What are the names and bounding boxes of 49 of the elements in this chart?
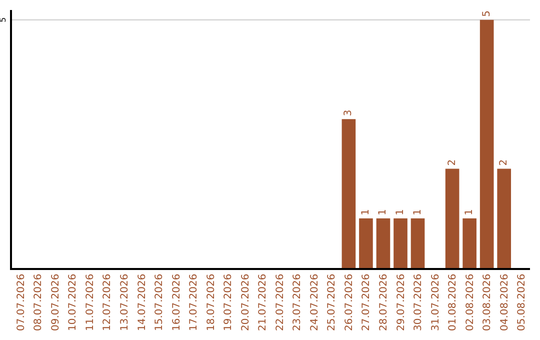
x-tick-label: 14.07.2026: [136, 274, 148, 332]
x-tick-label: 23.07.2026: [292, 274, 304, 332]
data-label: 1: [464, 209, 476, 216]
bar: [445, 168, 460, 268]
x-tick-label: 12.07.2026: [102, 274, 114, 332]
x-tick-label: 15.07.2026: [154, 274, 166, 332]
x-tick-label: 20.07.2026: [240, 274, 252, 332]
bar: [497, 168, 512, 268]
data-label: 1: [412, 209, 424, 216]
x-tick-label: 31.07.2026: [430, 274, 442, 332]
x-tick-label: 24.07.2026: [309, 274, 320, 332]
bar: [359, 218, 373, 268]
x-tick-label: 22.07.2026: [274, 274, 286, 332]
bar: [410, 218, 425, 268]
data-label: 3: [343, 110, 354, 116]
x-tick-label: 26.07.2026: [344, 274, 355, 332]
x-tick-label: 25.07.2026: [326, 274, 338, 332]
x-tick-label: 11.07.2026: [84, 274, 96, 332]
x-tick-label: 28.07.2026: [378, 274, 390, 332]
bar: [462, 218, 476, 268]
data-label: 1: [360, 209, 372, 216]
data-label: 2: [498, 159, 510, 166]
x-tick-label: 29.07.2026: [396, 274, 407, 332]
x-tick-label: 01.08.2026: [448, 274, 459, 332]
ref-line-label: 5: [0, 17, 8, 22]
x-tick-label: 04.08.2026: [499, 274, 510, 332]
x-tick-label: 07.07.2026: [16, 274, 27, 332]
x-tick-label: 05.08.2026: [516, 274, 528, 332]
x-tick-label: 16.07.2026: [171, 274, 182, 332]
x-tick-label: 13.07.2026: [119, 274, 130, 332]
bar: [394, 218, 408, 268]
data-label: 1: [395, 209, 406, 216]
x-tick-label: 08.07.2026: [33, 274, 44, 332]
x-tick-label: 03.08.2026: [482, 274, 494, 332]
x-tick-label: 18.07.2026: [206, 274, 217, 332]
x-tick-label: 10.07.2026: [68, 274, 79, 332]
data-label: 1: [378, 209, 389, 216]
x-tick-label: 19.07.2026: [223, 274, 234, 332]
bar: [376, 218, 390, 268]
x-tick-label: 17.07.2026: [188, 274, 200, 332]
x-tick-label: 21.07.2026: [258, 274, 269, 332]
bar: [480, 20, 494, 268]
x-tick-label: 30.07.2026: [413, 274, 424, 332]
x-tick-label: 27.07.2026: [361, 274, 372, 332]
data-label: 5: [481, 10, 492, 17]
x-tick-label: 09.07.2026: [50, 274, 62, 332]
bar: [342, 119, 356, 268]
data-label: 2: [446, 159, 458, 166]
x-tick-label: 02.08.2026: [464, 274, 476, 332]
